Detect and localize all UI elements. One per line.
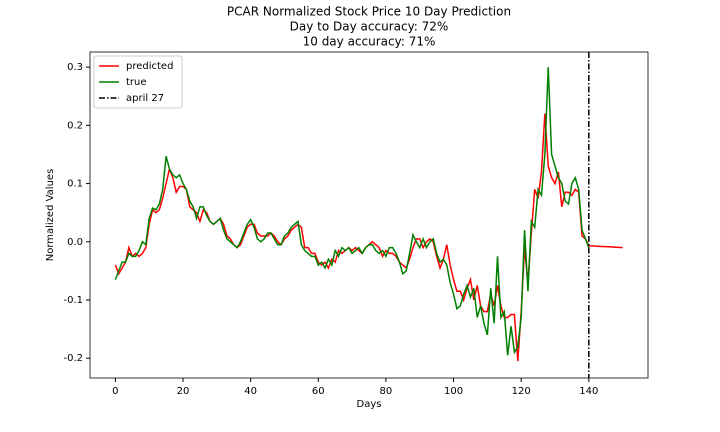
x-tick-label: 140 (579, 386, 598, 397)
x-tick-label: 80 (380, 386, 393, 397)
x-tick-label: 60 (312, 386, 325, 397)
x-tick-label: 40 (244, 386, 257, 397)
plot-frame (89, 51, 649, 379)
y-tick-label: -0.2 (63, 353, 83, 364)
x-tick-label: 20 (177, 386, 190, 397)
y-tick-label: 0.2 (67, 120, 83, 131)
x-tick-label: 120 (512, 386, 531, 397)
y-tick-label: -0.1 (63, 295, 83, 306)
chart-subtitle: 10 day accuracy: 71% (303, 35, 436, 49)
legend-label: predicted (126, 61, 173, 72)
legend-box (93, 55, 183, 109)
chart-title: PCAR Normalized Stock Price 10 Day Predi… (227, 5, 511, 19)
y-tick-label: 0.3 (67, 62, 83, 73)
chart-subtitle: Day to Day accuracy: 72% (290, 20, 449, 34)
y-tick-label: 0.1 (67, 179, 83, 190)
legend-label: true (126, 77, 147, 88)
legend-label: april 27 (126, 93, 164, 104)
y-axis-label: Normalized Values (45, 169, 56, 262)
series-line (114, 67, 590, 356)
x-axis-label: Days (357, 399, 382, 410)
series-line (114, 113, 623, 362)
x-tick-label: 100 (444, 386, 463, 397)
x-tick-label: 0 (112, 386, 118, 397)
y-tick-label: 0.0 (67, 237, 83, 248)
